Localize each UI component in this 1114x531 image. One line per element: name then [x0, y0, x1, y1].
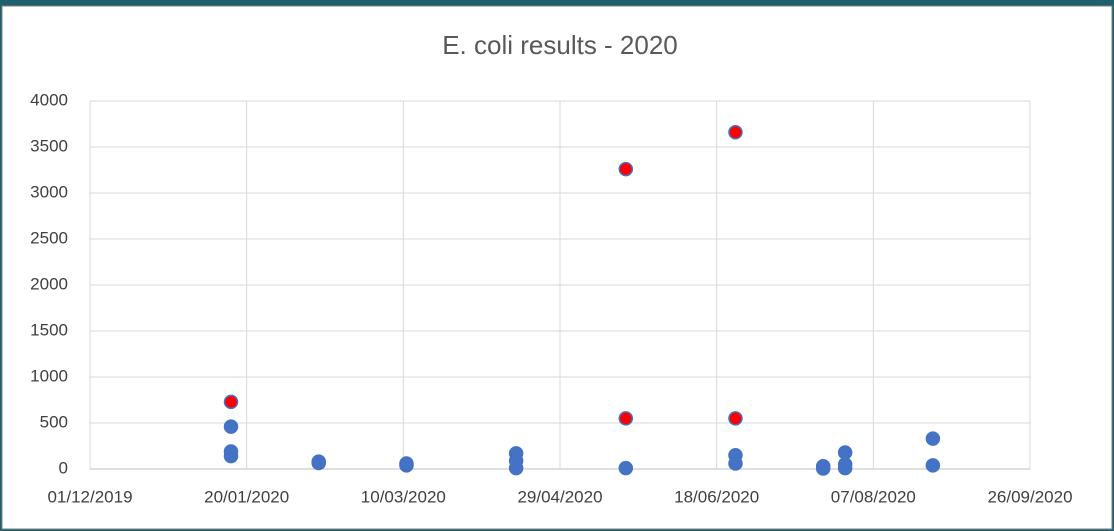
- y-tick-label: 0: [59, 458, 68, 477]
- data-point: [837, 445, 853, 460]
- data-point: [728, 125, 743, 140]
- data-point: [925, 458, 941, 473]
- y-tick-label: 3500: [30, 136, 68, 155]
- data-point: [223, 448, 239, 464]
- data-point: [223, 419, 239, 434]
- y-tick-label: 2000: [30, 274, 68, 293]
- x-tick-label: 29/04/2020: [517, 487, 602, 506]
- x-tick-label: 20/01/2020: [204, 487, 289, 506]
- y-tick-label: 1000: [30, 366, 68, 385]
- data-point: [311, 455, 326, 471]
- y-tick-label: 1500: [30, 320, 68, 339]
- data-point: [728, 411, 743, 426]
- data-point: [618, 161, 634, 177]
- x-tick-label: 10/03/2020: [361, 487, 446, 506]
- data-point: [925, 431, 941, 446]
- data-point: [618, 460, 634, 476]
- x-tick-label: 07/08/2020: [831, 487, 916, 506]
- data-point: [508, 460, 524, 476]
- data-point: [815, 461, 831, 476]
- y-tick-label: 3000: [30, 182, 68, 201]
- data-point: [223, 394, 239, 410]
- x-tick-label: 18/06/2020: [674, 487, 759, 506]
- y-tick-label: 4000: [30, 90, 68, 109]
- data-point: [728, 456, 743, 471]
- chart-panel: [1, 5, 1113, 530]
- x-tick-label: 01/12/2019: [47, 487, 132, 506]
- y-tick-label: 500: [40, 412, 68, 431]
- chart-title: E. coli results - 2020: [442, 30, 678, 60]
- data-point: [618, 411, 634, 426]
- data-point: [399, 458, 414, 473]
- x-tick-label: 26/09/2020: [987, 487, 1072, 506]
- y-tick-label: 2500: [30, 228, 68, 247]
- data-point: [837, 460, 853, 476]
